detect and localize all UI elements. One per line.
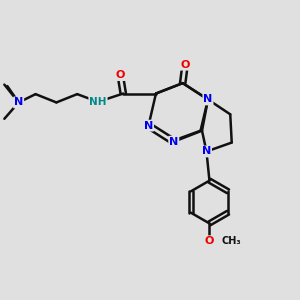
Text: NH: NH <box>89 97 107 107</box>
Text: O: O <box>180 60 190 70</box>
Text: N: N <box>14 98 23 107</box>
Text: N: N <box>203 94 213 104</box>
Text: O: O <box>116 70 125 80</box>
Text: O: O <box>205 236 214 246</box>
Text: N: N <box>169 137 178 147</box>
Text: CH₃: CH₃ <box>222 236 242 246</box>
Text: N: N <box>202 146 211 157</box>
Text: N: N <box>144 121 153 130</box>
